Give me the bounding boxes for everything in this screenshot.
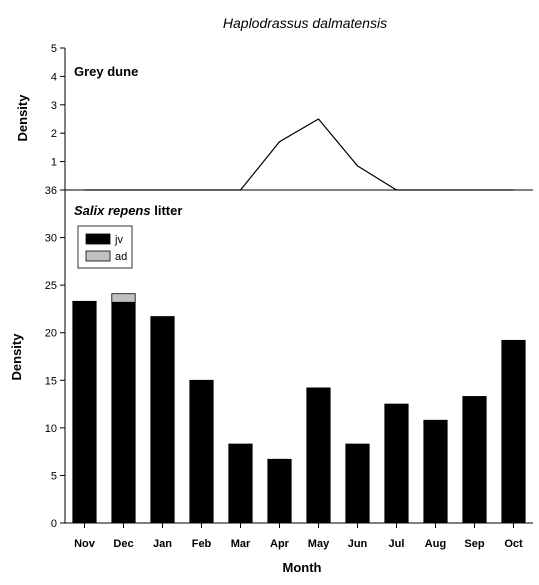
bar-jv-mar: [228, 443, 253, 524]
bottom-y-axis-title: Density: [9, 333, 24, 381]
top-y-axis-title: Density: [15, 94, 30, 142]
figure-title: Haplodrassus dalmatensis: [223, 15, 387, 31]
legend: jv ad: [77, 225, 133, 269]
bottom-y-tick-label: 15: [45, 375, 57, 387]
bar-ad-dec: [111, 293, 136, 303]
top-y-tick-label: 4: [51, 71, 57, 83]
bar-jv-sep: [462, 396, 487, 524]
x-tick-label: Mar: [231, 538, 251, 550]
salix-litter-panel-label: Salix repens litter: [74, 203, 182, 218]
bar-jv-dec: [111, 301, 136, 524]
x-tick-label: Dec: [113, 538, 133, 550]
grey-dune-panel: Grey dune 1 2 3 4 5 Density: [15, 43, 514, 191]
bottom-y-tick-label: 20: [45, 328, 57, 340]
bar-jv-jul: [384, 403, 409, 524]
x-tick-label: Oct: [504, 538, 523, 550]
x-tick-label: Jun: [348, 538, 368, 550]
bottom-y-tick-label: 0: [51, 518, 57, 530]
legend-label-jv: jv: [114, 234, 123, 246]
grey-dune-panel-label: Grey dune: [74, 64, 138, 79]
bottom-y-tick-label: 5: [51, 470, 57, 482]
bar-jv-feb: [189, 379, 214, 524]
bar-jv-apr: [267, 458, 292, 524]
bottom-y-tick-label: 36: [45, 185, 57, 197]
legend-label-ad: ad: [115, 251, 127, 263]
bottom-y-tick-label: 25: [45, 280, 57, 292]
salix-litter-panel: Salix repens litter 0 5 10 15 20 25 30 36 Nov De…: [9, 185, 526, 575]
x-tick-label: Sep: [464, 538, 484, 550]
panel-label-part: Grey dune: [74, 64, 138, 79]
top-y-tick-label: 2: [51, 128, 57, 140]
panel-label-part: Salix repens: [74, 203, 151, 218]
top-y-tick-label: 3: [51, 100, 57, 112]
grey-dune-density-line: [84, 118, 514, 191]
x-tick-label: May: [308, 538, 330, 550]
top-y-tick-label: 5: [51, 43, 57, 55]
panel-label-part: litter: [151, 203, 183, 218]
legend-swatch-jv: [85, 233, 111, 245]
x-tick-label: Jan: [153, 538, 172, 550]
bar-jv-jan: [150, 316, 175, 524]
x-tick-label: Jul: [389, 538, 405, 550]
x-tick-label: Aug: [425, 538, 446, 550]
legend-swatch-ad: [85, 250, 111, 262]
x-tick-label: Nov: [74, 538, 96, 550]
bottom-y-tick-label: 30: [45, 233, 57, 245]
x-tick-label: Feb: [192, 538, 212, 550]
x-axis-title: Month: [283, 560, 322, 575]
bar-jv-oct: [501, 339, 526, 524]
top-y-tick-label: 1: [51, 157, 57, 169]
bar-jv-nov: [72, 300, 97, 524]
bar-jv-jun: [345, 443, 370, 524]
bar-jv-may: [306, 387, 331, 524]
bottom-y-tick-label: 10: [45, 423, 57, 435]
plot-frame: [64, 48, 533, 524]
x-tick-label: Apr: [270, 538, 290, 550]
bar-jv-aug: [423, 419, 448, 524]
